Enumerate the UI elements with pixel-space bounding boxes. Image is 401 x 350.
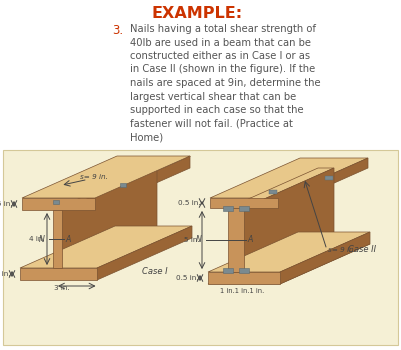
Text: 1 in.1 in.1 in.: 1 in.1 in.1 in. [220,288,264,294]
Bar [223,206,233,211]
Polygon shape [95,156,190,210]
Polygon shape [53,168,157,210]
Bar [3,150,398,345]
Text: EXAMPLE:: EXAMPLE: [152,6,243,21]
Polygon shape [208,232,370,272]
Polygon shape [208,244,370,284]
Text: 0.5 in.: 0.5 in. [0,271,10,277]
Text: supported in each case so that the: supported in each case so that the [130,105,304,115]
Bar [269,190,277,194]
Bar [223,268,233,273]
Text: s= 9 in.: s= 9 in. [328,247,356,253]
Polygon shape [280,232,370,284]
Polygon shape [53,210,62,268]
Text: fastener will not fail. (Practice at: fastener will not fail. (Practice at [130,119,293,128]
Text: Nails having a total shear strength of: Nails having a total shear strength of [130,24,316,34]
Bar [239,206,249,211]
Polygon shape [278,158,368,208]
Text: 40lb are used in a beam that can be: 40lb are used in a beam that can be [130,37,311,48]
Text: 0.5 in.: 0.5 in. [178,200,200,206]
Text: 0.5 in.: 0.5 in. [0,201,12,207]
Text: s= 9 in.: s= 9 in. [80,174,108,180]
Polygon shape [22,156,190,198]
Polygon shape [210,158,368,198]
Text: 3.: 3. [112,24,123,37]
Polygon shape [62,168,157,268]
Polygon shape [20,268,97,280]
Text: 5 in.: 5 in. [184,237,200,243]
Text: Case I: Case I [142,267,168,276]
Bar [324,176,332,180]
Text: 3 in.: 3 in. [54,285,69,291]
Text: N: N [39,234,45,244]
Bar [53,199,59,204]
Polygon shape [208,272,280,284]
Text: nails are spaced at 9in, determine the: nails are spaced at 9in, determine the [130,78,321,88]
Polygon shape [22,198,95,210]
Text: Home): Home) [130,132,163,142]
Text: 1 in.: 1 in. [29,205,45,211]
Text: Case II: Case II [348,245,376,254]
Polygon shape [20,226,192,268]
Polygon shape [97,226,192,280]
Polygon shape [244,168,334,272]
Polygon shape [228,208,244,272]
Text: largest vertical shear that can be: largest vertical shear that can be [130,91,296,102]
Bar [239,268,249,273]
Text: constructed either as in Case I or as: constructed either as in Case I or as [130,51,310,61]
Polygon shape [228,168,334,208]
Text: 0.5 in.: 0.5 in. [176,275,198,281]
Bar [120,183,126,187]
Text: A: A [65,234,70,244]
Text: A: A [247,236,252,245]
Text: N: N [196,236,202,245]
Polygon shape [210,198,278,208]
Text: 4 in.: 4 in. [29,236,45,242]
Text: in Case II (shown in the figure). If the: in Case II (shown in the figure). If the [130,64,315,75]
